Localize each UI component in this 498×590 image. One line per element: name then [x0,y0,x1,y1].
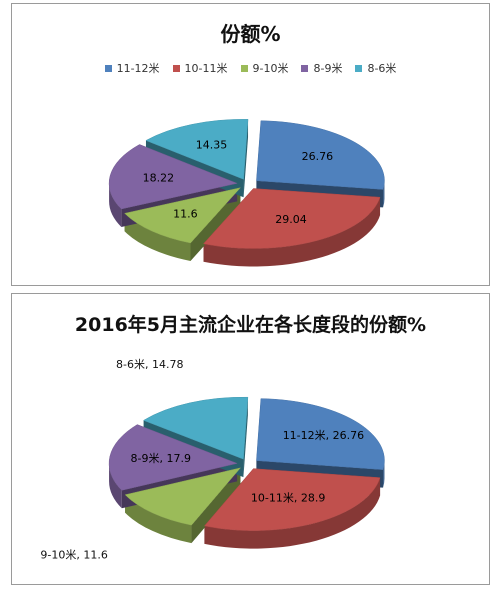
pie-slice-rim [124,213,191,261]
legend-item: 8-9米 [301,60,342,76]
pie-slice-wall [243,397,248,478]
legend-label: 8-6米 [367,62,397,75]
chart-panel-bottom: 2016年5月主流企业在各长度段的份额% 11-12米, 26.76 10-11米… [11,293,490,585]
legend-label: 11-12米 [116,62,160,75]
pie-slice-rim [383,180,385,208]
pie-slice-rim [203,197,381,267]
pie-slice [108,424,238,491]
legend-swatch [240,64,248,72]
legend-label: 9-10米 [252,62,289,75]
pie-slice-wall [243,119,249,198]
pie-slice-rim [109,463,122,509]
pie-chart-bottom: 11-12米, 26.76 10-11米, 28.9 9-10米, 11.6 8-9米… [40,358,385,562]
pie-slice [124,467,242,526]
pie-slice [145,119,249,180]
legend-label: 8-9米 [313,62,343,75]
data-label: 10-11米, 28.9 [251,491,325,504]
pie-chart-top: 26.76 29.04 11.6 18.22 14.35 [108,119,385,267]
pie-slice-rim [109,183,122,227]
chart-panel-top: 份额% 11-12米 10-11米 9-10米 8-9米 8-6米 26.76 2… [11,3,490,286]
pie-slice-rim [125,494,192,544]
pie-slice [143,396,249,460]
legend-swatch [172,64,180,72]
chart-title: 份额% [220,22,281,46]
data-label: 11-12米, 26.76 [283,429,364,442]
data-label: 11.6 [173,208,198,221]
data-label: 8-6米, 14.78 [116,358,183,371]
pie-slice [124,187,242,244]
pie-slice-rim [383,460,385,488]
legend-swatch [104,64,112,72]
data-label: 26.76 [302,150,334,163]
legend-swatch [355,64,363,72]
data-label: 8-9米, 17.9 [131,452,191,465]
data-label: 14.35 [196,138,228,151]
chart-legend: 11-12米 10-11米 9-10米 8-9米 8-6米 [12,60,489,76]
legend-item: 10-11米 [172,60,228,76]
legend-swatch [301,64,309,72]
pie-slice [203,188,381,249]
legend-item: 9-10米 [240,60,289,76]
data-label: 9-10米, 11.6 [40,549,107,562]
legend-item: 8-6米 [355,60,396,76]
pie-slice [108,144,238,210]
legend-label: 10-11米 [184,62,228,75]
data-label: 29.04 [275,213,307,226]
legend-item: 11-12米 [104,60,160,76]
chart-title: 2016年5月主流企业在各长度段的份额% [74,314,427,336]
data-label: 18.22 [143,171,175,184]
pie-slice-rim [204,477,381,549]
pie-slice [256,120,385,190]
pie-slice [256,398,385,470]
pie-slice [203,468,381,531]
